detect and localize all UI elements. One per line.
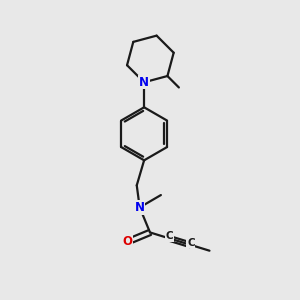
Text: N: N — [139, 76, 149, 89]
Text: N: N — [135, 201, 145, 214]
Text: O: O — [122, 235, 132, 248]
Text: C: C — [165, 231, 173, 241]
Text: C: C — [187, 238, 195, 248]
